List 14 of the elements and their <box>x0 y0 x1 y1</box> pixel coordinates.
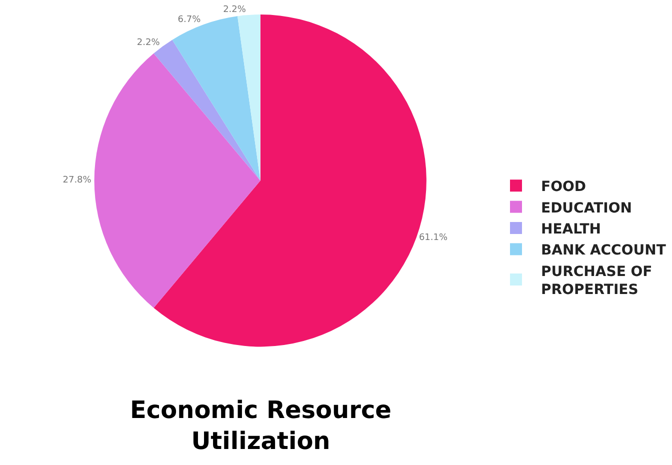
text: Economic Resource Utilization <box>130 396 392 456</box>
data-label: 2.2% <box>223 4 246 15</box>
legend-label: PURCHASE OF PROPERTIES <box>541 264 652 298</box>
legend-label: EDUCATION <box>541 200 632 216</box>
pie-slice <box>237 14 260 181</box>
legend-label: HEALTH <box>541 221 601 238</box>
legend-label: FOOD <box>541 179 586 196</box>
pie-slice <box>94 53 260 308</box>
pie-slice <box>172 16 260 181</box>
data-label: 2.2% <box>136 38 160 48</box>
data-label: 27.8% <box>62 176 92 186</box>
legend-label: BANK ACCOUNT <box>541 242 666 259</box>
data-label: 6.7% <box>178 15 202 26</box>
data-label: 61.1% <box>418 232 448 243</box>
